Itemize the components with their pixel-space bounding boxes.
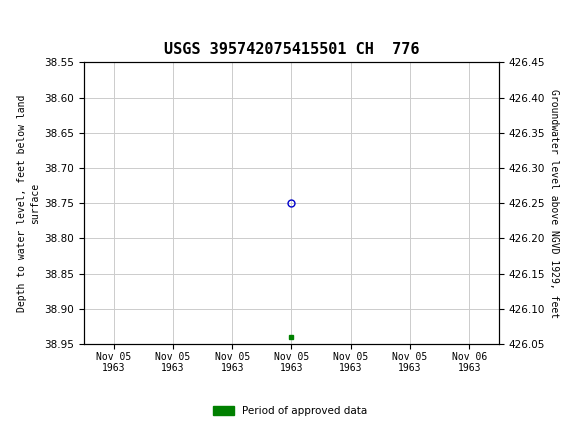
Title: USGS 395742075415501 CH  776: USGS 395742075415501 CH 776	[164, 42, 419, 57]
Y-axis label: Groundwater level above NGVD 1929, feet: Groundwater level above NGVD 1929, feet	[549, 89, 559, 318]
Text: USGS: USGS	[12, 14, 67, 31]
Text: ≡: ≡	[3, 12, 21, 33]
Legend: Period of approved data: Period of approved data	[209, 402, 371, 421]
Y-axis label: Depth to water level, feet below land
surface: Depth to water level, feet below land su…	[17, 95, 41, 312]
